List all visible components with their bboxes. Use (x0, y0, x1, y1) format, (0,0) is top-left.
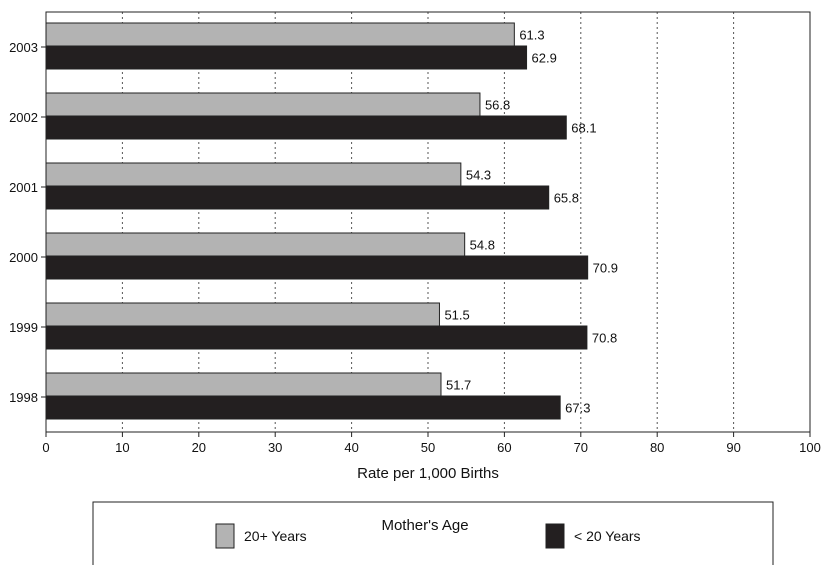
legend: Mother's Age 20+ Years < 20 Years (92, 501, 774, 565)
value-label: 67.3 (565, 401, 590, 416)
bar-under-20-years (45, 45, 528, 70)
legend-label-20-plus-years: 20+ Years (244, 528, 307, 544)
legend-swatch-under-20-years (545, 523, 565, 549)
value-label: 54.8 (470, 238, 495, 253)
x-tick-label: 100 (799, 440, 821, 455)
value-label: 51.7 (446, 378, 471, 393)
legend-title: Mother's Age (381, 517, 468, 534)
value-label: 51.5 (444, 308, 469, 323)
bar-under-20-years (45, 185, 550, 210)
value-label: 70.8 (592, 331, 617, 346)
bar-under-20-years (45, 395, 561, 420)
value-label: 56.8 (485, 98, 510, 113)
bar-20-plus-years (45, 302, 440, 327)
x-tick-label: 50 (421, 440, 435, 455)
bar-under-20-years (45, 255, 589, 280)
year-label: 1999 (9, 320, 38, 335)
year-label: 2002 (9, 110, 38, 125)
value-label: 54.3 (466, 168, 491, 183)
bar-under-20-years (45, 115, 567, 140)
legend-label-under-20-years: < 20 Years (574, 528, 641, 544)
year-label: 2000 (9, 250, 38, 265)
year-label: 2003 (9, 40, 38, 55)
legend-swatch-20-plus-years (215, 523, 235, 549)
year-label: 2001 (9, 180, 38, 195)
x-tick-label: 80 (650, 440, 664, 455)
x-tick-label: 10 (115, 440, 129, 455)
year-label: 1998 (9, 390, 38, 405)
bar-20-plus-years (45, 232, 466, 257)
x-tick-label: 20 (192, 440, 206, 455)
value-label: 70.9 (593, 261, 618, 276)
value-label: 68.1 (571, 121, 596, 136)
x-axis-ticks: 0 10 20 30 40 50 60 70 80 90 100 (42, 432, 821, 455)
bar-20-plus-years (45, 162, 462, 187)
x-axis-title: Rate per 1,000 Births (357, 465, 499, 482)
bar-20-plus-years (45, 372, 442, 397)
bars (45, 22, 589, 420)
value-label: 62.9 (532, 51, 557, 66)
bar-20-plus-years (45, 92, 481, 117)
x-tick-label: 60 (497, 440, 511, 455)
x-tick-label: 40 (344, 440, 358, 455)
x-tick-label: 0 (42, 440, 49, 455)
x-tick-label: 90 (726, 440, 740, 455)
bar-under-20-years (45, 325, 588, 350)
value-labels: 61.3 62.9 56.8 68.1 54.3 65.8 54.8 70.9 51.5 70.8… (444, 28, 618, 416)
y-axis-categories: 2003 2002 2001 2000 1999 1998 (9, 40, 46, 405)
x-tick-label: 70 (574, 440, 588, 455)
value-label: 65.8 (554, 191, 579, 206)
x-tick-label: 30 (268, 440, 282, 455)
value-label: 61.3 (519, 28, 544, 43)
bar-20-plus-years (45, 22, 515, 47)
legend-frame (92, 501, 774, 565)
gridlines (121, 12, 735, 432)
